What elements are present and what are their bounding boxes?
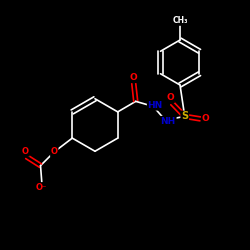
Text: S: S (181, 111, 188, 121)
Text: O⁻: O⁻ (36, 183, 48, 192)
Text: NH: NH (160, 116, 176, 126)
Text: O: O (51, 147, 58, 156)
Text: HN: HN (148, 101, 163, 110)
Text: O: O (166, 93, 174, 102)
Text: CH₃: CH₃ (172, 16, 188, 25)
Text: O: O (22, 147, 29, 156)
Text: O: O (202, 114, 209, 123)
Text: O: O (130, 74, 138, 82)
